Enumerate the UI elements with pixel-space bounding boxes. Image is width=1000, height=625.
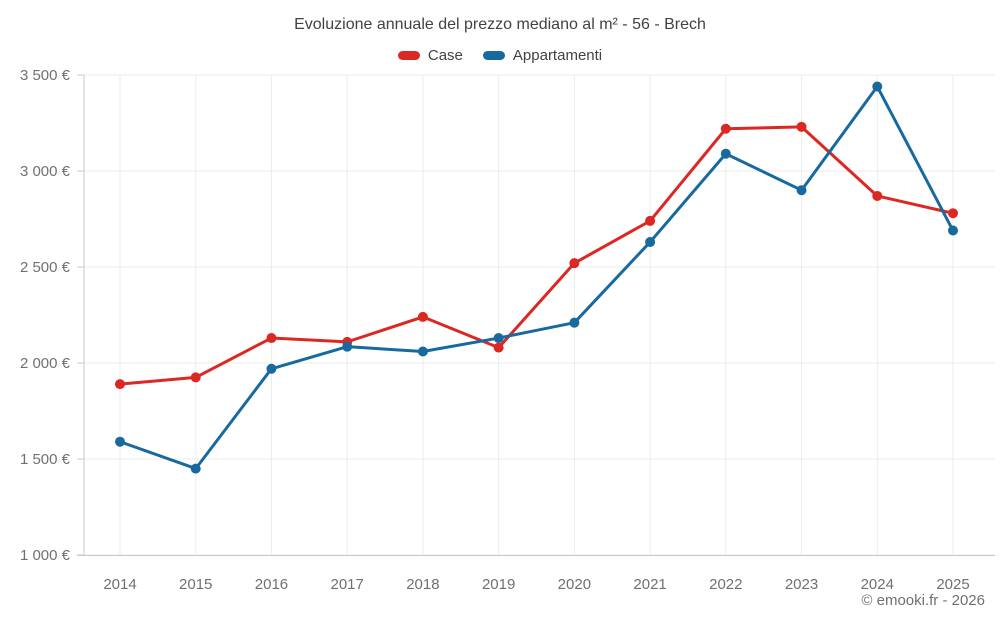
series-line-appartamenti — [118, 85, 955, 471]
data-point-appartamenti-2024[interactable] — [872, 81, 883, 92]
data-point-case-2019[interactable] — [493, 342, 504, 353]
legend-swatch-case — [397, 51, 420, 60]
legend-item-case[interactable]: Case — [397, 47, 463, 64]
x-tick-label-2014: 2014 — [103, 576, 136, 593]
x-tick-label-2024: 2024 — [861, 576, 894, 593]
data-point-appartamenti-2015[interactable] — [190, 463, 201, 474]
legend-item-appartamenti[interactable]: Appartamenti — [482, 47, 603, 64]
legend-label-appartamenti: Appartamenti — [512, 47, 603, 64]
data-point-appartamenti-2017[interactable] — [342, 341, 353, 352]
x-tick-label-2025: 2025 — [936, 576, 969, 593]
x-tick-label-2022: 2022 — [709, 576, 742, 593]
data-point-case-2014[interactable] — [115, 379, 125, 390]
data-point-case-2024[interactable] — [872, 190, 883, 201]
data-point-case-2015[interactable] — [190, 372, 201, 383]
y-tick-label: 2 500 € — [20, 259, 71, 276]
copyright-watermark: © emooki.fr - 2026 — [861, 592, 985, 609]
data-point-case-2020[interactable] — [569, 258, 580, 269]
data-point-case-2025[interactable] — [948, 208, 958, 219]
data-point-appartamenti-2018[interactable] — [417, 346, 428, 357]
y-tick-label: 3 500 € — [20, 67, 71, 84]
data-point-case-2016[interactable] — [266, 333, 277, 344]
data-point-appartamenti-2025[interactable] — [948, 225, 958, 236]
legend-swatch-appartamenti — [482, 51, 505, 60]
x-tick-label-2017: 2017 — [330, 576, 363, 593]
x-tick-label-2015: 2015 — [179, 576, 212, 593]
y-tick-label: 2 000 € — [20, 355, 71, 372]
data-point-case-2023[interactable] — [796, 121, 807, 132]
data-point-appartamenti-2016[interactable] — [266, 363, 277, 374]
data-point-case-2021[interactable] — [645, 215, 656, 226]
y-tick-label: 3 000 € — [20, 163, 71, 180]
x-tick-label-2023: 2023 — [785, 576, 818, 593]
y-tick-label: 1 500 € — [20, 451, 71, 468]
data-point-appartamenti-2014[interactable] — [115, 436, 125, 447]
y-tick-label: 1 000 € — [20, 547, 71, 564]
x-tick-label-2021: 2021 — [633, 576, 666, 593]
legend: Case Appartamenti — [0, 47, 1000, 64]
chart-title: Evoluzione annuale del prezzo mediano al… — [294, 16, 706, 33]
data-point-case-2022[interactable] — [720, 123, 731, 134]
x-tick-label-2019: 2019 — [482, 576, 515, 593]
x-tick-label-2020: 2020 — [558, 576, 591, 593]
data-point-appartamenti-2020[interactable] — [569, 317, 580, 328]
data-point-appartamenti-2019[interactable] — [493, 333, 504, 344]
series-line-case — [118, 125, 955, 386]
x-tick-label-2016: 2016 — [255, 576, 288, 593]
data-point-appartamenti-2022[interactable] — [720, 148, 731, 159]
data-point-appartamenti-2021[interactable] — [645, 237, 656, 248]
x-tick-label-2018: 2018 — [406, 576, 439, 593]
legend-label-case: Case — [427, 47, 463, 64]
data-point-case-2018[interactable] — [417, 311, 428, 322]
data-point-appartamenti-2023[interactable] — [796, 185, 807, 196]
